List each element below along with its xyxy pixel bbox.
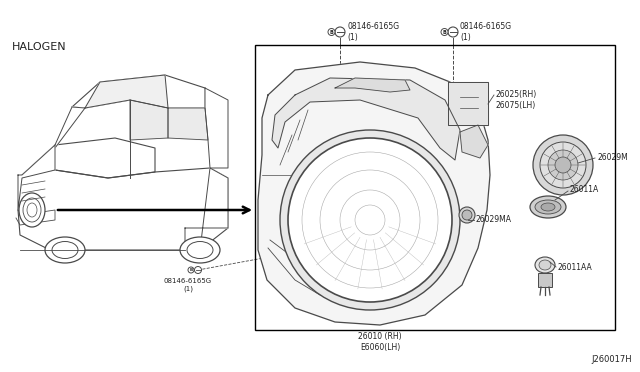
Polygon shape bbox=[22, 138, 155, 178]
Circle shape bbox=[195, 266, 202, 273]
Circle shape bbox=[328, 29, 335, 35]
Circle shape bbox=[548, 150, 578, 180]
Text: 08146-6165G
(1): 08146-6165G (1) bbox=[460, 22, 512, 42]
Text: 08146-6165G
(1): 08146-6165G (1) bbox=[164, 278, 212, 292]
Text: 26029MA: 26029MA bbox=[476, 215, 512, 224]
Circle shape bbox=[448, 27, 458, 37]
Circle shape bbox=[533, 135, 593, 195]
Ellipse shape bbox=[535, 257, 555, 273]
Polygon shape bbox=[205, 88, 228, 168]
Ellipse shape bbox=[45, 237, 85, 263]
Ellipse shape bbox=[530, 196, 566, 218]
Text: B: B bbox=[189, 268, 193, 272]
Ellipse shape bbox=[535, 200, 561, 214]
Text: 26025(RH)
26075(LH): 26025(RH) 26075(LH) bbox=[496, 90, 537, 110]
Polygon shape bbox=[185, 168, 228, 250]
Polygon shape bbox=[335, 78, 410, 92]
Circle shape bbox=[462, 210, 472, 220]
Polygon shape bbox=[460, 125, 488, 158]
Circle shape bbox=[441, 29, 448, 35]
Polygon shape bbox=[85, 75, 168, 108]
Bar bbox=[255, 45, 615, 330]
Text: 26011AA: 26011AA bbox=[558, 263, 593, 273]
Text: B: B bbox=[443, 29, 446, 35]
Text: 08146-6165G
(1): 08146-6165G (1) bbox=[347, 22, 399, 42]
Circle shape bbox=[288, 138, 452, 302]
Polygon shape bbox=[72, 75, 205, 108]
Polygon shape bbox=[258, 62, 490, 325]
Circle shape bbox=[459, 207, 475, 223]
Polygon shape bbox=[18, 145, 55, 210]
Text: HALOGEN: HALOGEN bbox=[12, 42, 67, 52]
Circle shape bbox=[555, 157, 571, 173]
Circle shape bbox=[335, 27, 345, 37]
Ellipse shape bbox=[541, 203, 555, 211]
Circle shape bbox=[280, 130, 460, 310]
Text: 26011A: 26011A bbox=[570, 186, 599, 195]
Bar bbox=[538, 273, 552, 287]
Text: B: B bbox=[330, 29, 333, 35]
Ellipse shape bbox=[19, 193, 45, 227]
Polygon shape bbox=[272, 78, 460, 160]
Polygon shape bbox=[168, 108, 208, 140]
Polygon shape bbox=[18, 168, 228, 250]
Circle shape bbox=[188, 267, 194, 273]
Text: J260017H: J260017H bbox=[591, 356, 632, 365]
Text: 26029M: 26029M bbox=[597, 153, 628, 161]
Text: 26010 (RH)
E6060(LH): 26010 (RH) E6060(LH) bbox=[358, 332, 402, 352]
Circle shape bbox=[540, 142, 586, 188]
Polygon shape bbox=[130, 100, 168, 140]
Polygon shape bbox=[55, 107, 85, 148]
Ellipse shape bbox=[539, 260, 551, 270]
Polygon shape bbox=[448, 82, 488, 125]
Ellipse shape bbox=[180, 237, 220, 263]
